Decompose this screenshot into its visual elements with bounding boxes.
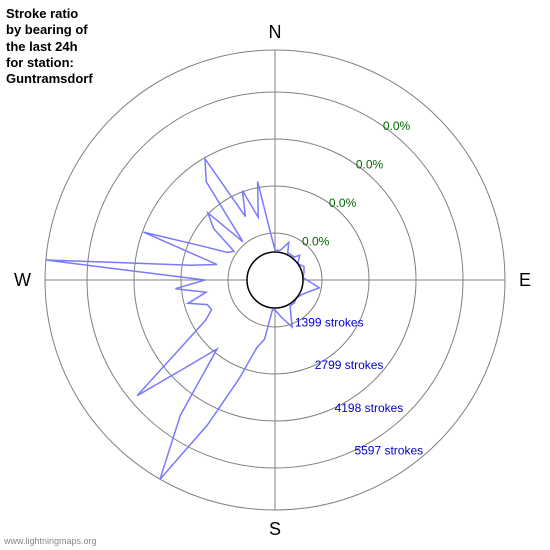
hub-circle xyxy=(247,252,303,308)
ring-stroke-label: 5597 strokes xyxy=(354,443,423,457)
title-line-1: by bearing of xyxy=(6,22,88,37)
ring-pct-label: 0.0% xyxy=(356,157,384,171)
credit-text: www.lightningmaps.org xyxy=(4,536,97,546)
label-s: S xyxy=(269,519,281,539)
rose-outline xyxy=(46,159,319,479)
chart-title: Stroke ratio by bearing of the last 24h … xyxy=(6,6,93,87)
ring-pct-label: 0.0% xyxy=(383,119,411,133)
ring-stroke-label: 2799 strokes xyxy=(315,358,384,372)
ring-stroke-label: 1399 strokes xyxy=(295,316,364,330)
title-line-4: Guntramsdorf xyxy=(6,71,93,86)
ring-pct-label: 0.0% xyxy=(302,234,330,248)
title-line-0: Stroke ratio xyxy=(6,6,78,21)
label-n: N xyxy=(269,22,282,42)
ring-pct-label: 0.0% xyxy=(329,196,357,210)
label-w: W xyxy=(14,270,31,290)
title-line-3: for station: xyxy=(6,55,74,70)
ring-stroke-label: 4198 strokes xyxy=(335,401,404,415)
title-line-2: the last 24h xyxy=(6,39,78,54)
label-e: E xyxy=(519,270,531,290)
